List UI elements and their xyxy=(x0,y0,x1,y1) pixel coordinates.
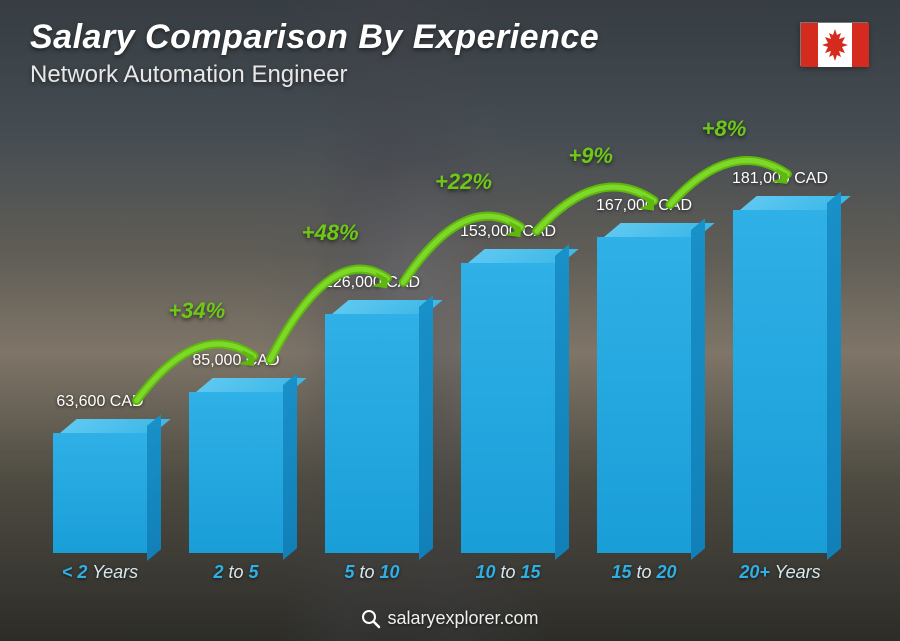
bar-side-face xyxy=(555,244,569,560)
bar-group: 63,600 CAD xyxy=(40,393,160,554)
bar-value-label: 126,000 CAD xyxy=(324,274,420,292)
chart-subtitle: Network Automation Engineer xyxy=(30,61,870,89)
search-icon xyxy=(361,609,381,629)
x-axis-label: 5 to 10 xyxy=(312,562,432,583)
x-axis-label: < 2 Years xyxy=(40,562,160,583)
x-axis-label: 15 to 20 xyxy=(584,562,704,583)
bars-container: 63,600 CAD 85,000 CAD 126,000 CAD 153,00… xyxy=(40,133,840,553)
x-axis-label: 20+ Years xyxy=(720,562,840,583)
bar-3d xyxy=(53,419,147,554)
bar-front-face xyxy=(733,210,827,553)
bar-front-face xyxy=(597,237,691,553)
bar-group: 85,000 CAD xyxy=(176,352,296,553)
x-axis: < 2 Years 2 to 5 5 to 10 10 to 15 15 to 20 20… xyxy=(40,562,840,583)
header: Salary Comparison By Experience Network … xyxy=(30,18,870,89)
bar-side-face xyxy=(147,414,161,560)
chart-area: 63,600 CAD 85,000 CAD 126,000 CAD 153,00… xyxy=(40,103,840,583)
bar-3d xyxy=(597,223,691,553)
footer: salaryexplorer.com xyxy=(0,608,900,629)
bar-value-label: 63,600 CAD xyxy=(56,393,143,411)
bar-side-face xyxy=(691,218,705,560)
x-axis-label: 10 to 15 xyxy=(448,562,568,583)
chart-title: Salary Comparison By Experience xyxy=(30,18,870,57)
country-flag-canada xyxy=(800,22,868,66)
bar-group: 181,000 CAD xyxy=(720,170,840,553)
bar-value-label: 153,000 CAD xyxy=(460,223,556,241)
bar-group: 126,000 CAD xyxy=(312,274,432,553)
bar-3d xyxy=(325,300,419,553)
x-axis-label: 2 to 5 xyxy=(176,562,296,583)
bar-front-face xyxy=(325,314,419,553)
bar-3d xyxy=(733,196,827,553)
bar-side-face xyxy=(827,191,841,560)
bar-front-face xyxy=(189,392,283,553)
bar-value-label: 85,000 CAD xyxy=(192,352,279,370)
bar-group: 153,000 CAD xyxy=(448,223,568,553)
bar-value-label: 167,000 CAD xyxy=(596,197,692,215)
bar-3d xyxy=(189,378,283,553)
bar-front-face xyxy=(53,433,147,554)
bar-side-face xyxy=(283,373,297,560)
bar-side-face xyxy=(419,296,433,560)
footer-site: salaryexplorer.com xyxy=(387,608,538,629)
bar-group: 167,000 CAD xyxy=(584,197,704,553)
bar-front-face xyxy=(461,263,555,553)
bar-3d xyxy=(461,249,555,553)
bar-value-label: 181,000 CAD xyxy=(732,170,828,188)
